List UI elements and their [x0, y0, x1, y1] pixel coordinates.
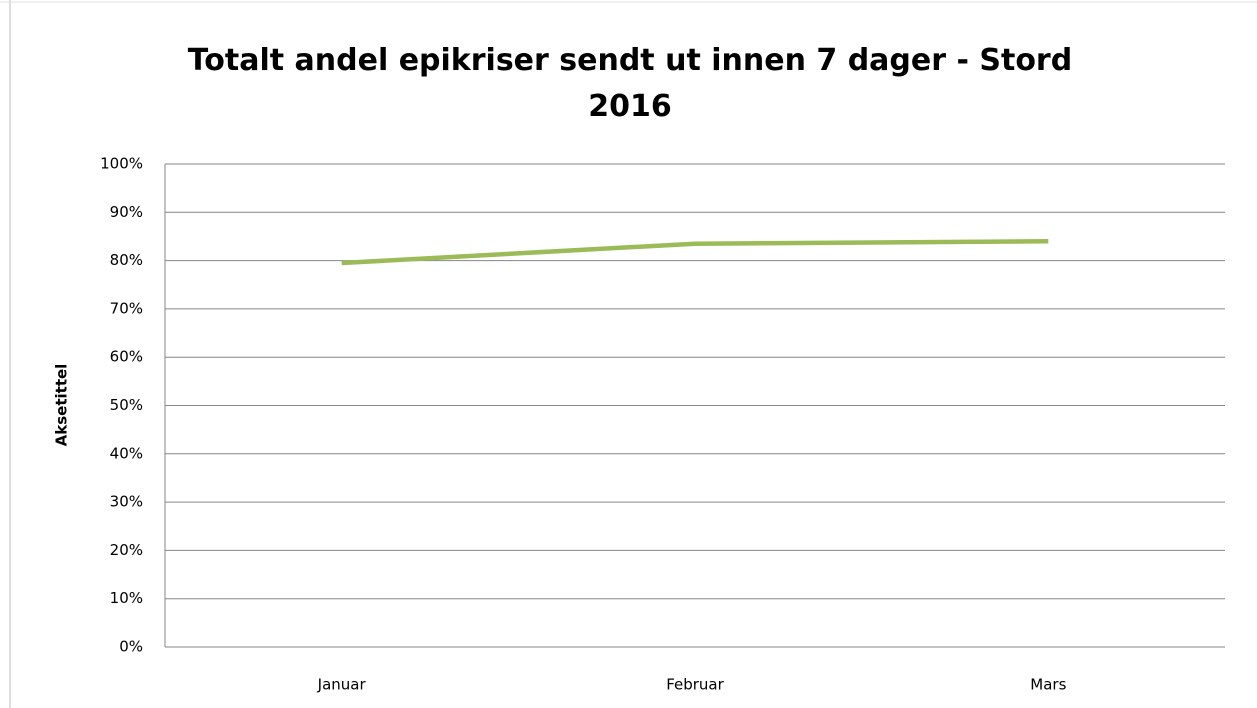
x-tick-label: Januar	[317, 676, 367, 694]
y-tick-label: 20%	[110, 541, 143, 559]
chart-title: Totalt andel epikriser sendt ut innen 7 …	[187, 43, 1073, 124]
y-tick-label: 80%	[110, 251, 143, 269]
y-tick-label: 10%	[110, 589, 143, 607]
y-tick-label: 50%	[110, 396, 143, 414]
y-tick-label: 30%	[110, 493, 143, 511]
x-tick-label: Februar	[666, 676, 724, 694]
y-tick-label: 70%	[110, 299, 143, 317]
y-tick-label: 0%	[119, 638, 143, 656]
y-axis-label: Aksetittel	[53, 364, 71, 447]
x-tick-label: Mars	[1030, 676, 1066, 694]
y-tick-label: 60%	[110, 348, 143, 366]
y-tick-label: 90%	[110, 203, 143, 221]
data-line	[341, 239, 1049, 266]
y-tick-label: 100%	[100, 155, 143, 173]
y-tick-label: 40%	[110, 444, 143, 462]
